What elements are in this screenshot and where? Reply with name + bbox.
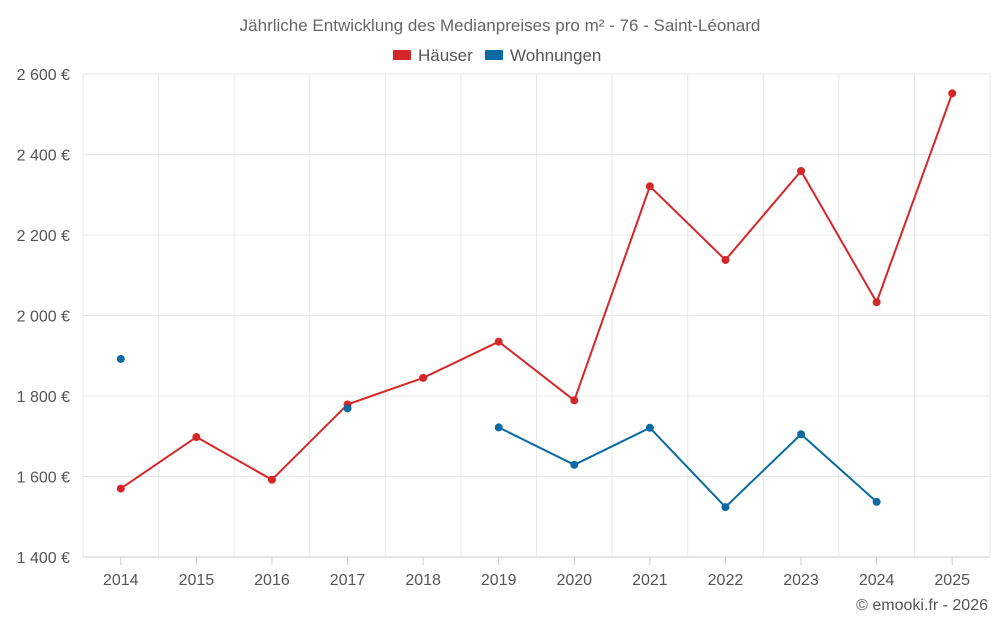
credit-text: © emooki.fr - 2026 bbox=[856, 597, 988, 614]
x-tick-label: 2022 bbox=[708, 572, 744, 589]
data-point-apartments[interactable] bbox=[797, 430, 806, 439]
legend-label-houses: Häuser bbox=[418, 46, 473, 65]
data-point-houses[interactable] bbox=[570, 396, 579, 405]
grid bbox=[82, 73, 991, 558]
data-point-houses[interactable] bbox=[419, 373, 428, 382]
data-point-houses[interactable] bbox=[116, 484, 125, 493]
legend-swatch-houses bbox=[393, 50, 411, 60]
series-line-apartments bbox=[498, 426, 878, 509]
x-tick-label: 2021 bbox=[632, 572, 668, 589]
legend-item-apartments[interactable]: Wohnungen bbox=[485, 46, 601, 65]
data-point-houses[interactable] bbox=[872, 298, 881, 307]
legend-label-apartments: Wohnungen bbox=[510, 46, 601, 65]
data-point-apartments[interactable] bbox=[570, 460, 579, 469]
y-tick-label: 2 000 € bbox=[17, 309, 70, 326]
series bbox=[116, 89, 957, 512]
legend: Häuser Wohnungen bbox=[393, 46, 601, 65]
y-tick-label: 2 600 € bbox=[17, 67, 70, 84]
x-tick-label: 2024 bbox=[859, 572, 895, 589]
data-point-apartments[interactable] bbox=[494, 423, 503, 432]
y-tick-label: 1 600 € bbox=[17, 470, 70, 487]
x-axis: 2014 2015 2016 2017 2018 2019 2020 2021 2022 2023… bbox=[103, 557, 970, 589]
data-point-apartments[interactable] bbox=[872, 497, 881, 506]
x-tick-label: 2023 bbox=[783, 572, 819, 589]
x-tick-label: 2014 bbox=[103, 572, 139, 589]
data-point-houses[interactable] bbox=[267, 475, 276, 484]
y-tick-label: 1 400 € bbox=[17, 550, 70, 567]
data-point-houses[interactable] bbox=[721, 255, 730, 264]
x-tick-label: 2019 bbox=[481, 572, 517, 589]
data-point-houses[interactable] bbox=[645, 182, 654, 191]
y-tick-label: 2 200 € bbox=[17, 228, 70, 245]
x-tick-label: 2020 bbox=[556, 572, 592, 589]
data-point-houses[interactable] bbox=[494, 337, 503, 346]
x-tick-label: 2015 bbox=[179, 572, 215, 589]
data-point-houses[interactable] bbox=[948, 89, 957, 98]
x-tick-label: 2018 bbox=[405, 572, 441, 589]
data-point-houses[interactable] bbox=[797, 167, 806, 176]
legend-item-houses[interactable]: Häuser bbox=[393, 46, 473, 65]
y-tick-label: 1 800 € bbox=[17, 389, 70, 406]
legend-swatch-apartments bbox=[485, 50, 503, 60]
data-point-apartments[interactable] bbox=[645, 423, 654, 432]
chart-title: Jährliche Entwicklung des Medianpreises … bbox=[240, 16, 761, 35]
data-point-apartments[interactable] bbox=[721, 503, 730, 512]
data-point-apartments[interactable] bbox=[343, 404, 352, 413]
x-tick-label: 2017 bbox=[330, 572, 366, 589]
y-axis: 1 400 € 1 600 € 1 800 € 2 000 € 2 200 € 2 400… bbox=[17, 67, 70, 567]
data-point-apartments[interactable] bbox=[116, 354, 125, 363]
x-tick-label: 2016 bbox=[254, 572, 290, 589]
x-tick-label: 2025 bbox=[934, 572, 970, 589]
data-point-houses[interactable] bbox=[192, 433, 201, 442]
series-line-houses bbox=[120, 92, 954, 490]
y-tick-label: 2 400 € bbox=[17, 148, 70, 165]
